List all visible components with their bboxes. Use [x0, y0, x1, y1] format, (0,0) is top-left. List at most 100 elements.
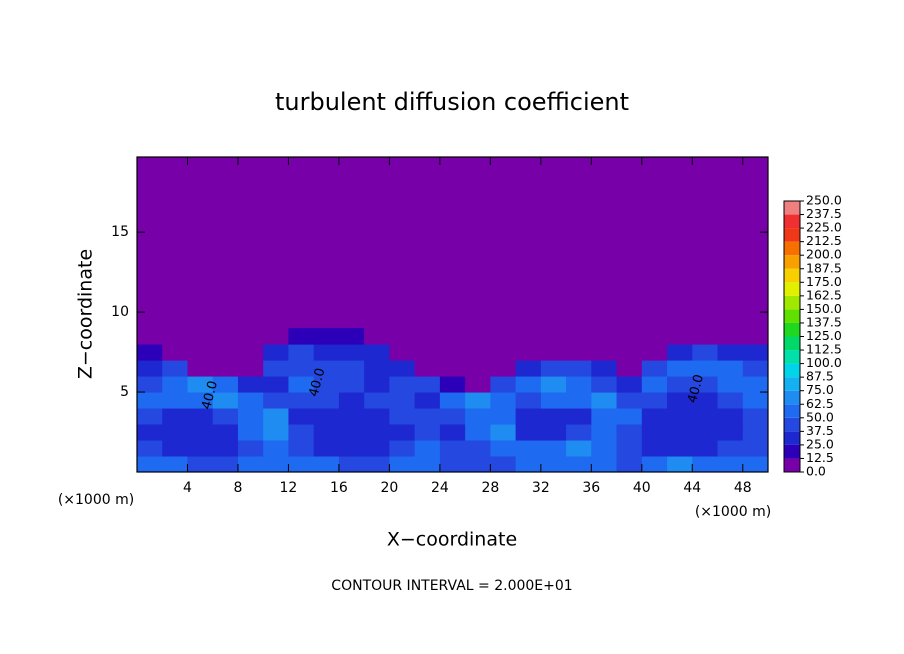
field-cell: [288, 392, 315, 409]
field-cell: [263, 424, 289, 441]
field-cell: [237, 376, 264, 393]
field-cell: [717, 408, 744, 425]
field-cell: [288, 344, 315, 361]
colorbar-label: 187.5: [806, 260, 842, 275]
field-cell: [616, 328, 643, 345]
field-cell: [439, 456, 466, 473]
colorbar-label: 100.0: [806, 355, 842, 370]
field-cell: [263, 408, 289, 425]
field-cell: [566, 360, 592, 377]
field-cell: [389, 456, 416, 473]
colorbar-swatch: [784, 458, 800, 472]
field-cell: [162, 360, 188, 377]
field-cell: [364, 440, 390, 457]
field-cell: [212, 328, 239, 345]
colorbar-label: 37.5: [806, 423, 834, 438]
field-cell: [313, 376, 340, 393]
colorbar-swatch: [784, 336, 800, 351]
field-cell: [237, 360, 264, 377]
field-cell: [263, 328, 289, 345]
field-cell: [187, 392, 214, 409]
field-cell: [515, 408, 542, 425]
colorbar-swatch: [784, 282, 800, 296]
field-cell: [667, 328, 693, 345]
colorbar-swatch: [784, 404, 800, 418]
field-cell: [742, 344, 769, 361]
field-cell: [439, 424, 466, 441]
colorbar-swatch: [784, 241, 800, 256]
field-cell: [717, 376, 744, 393]
field-cell: [338, 424, 365, 441]
plot-frame: [136, 156, 769, 473]
field-cell: [566, 440, 592, 457]
field-cell: [187, 424, 214, 441]
field-cell: [465, 344, 491, 361]
chart-title: turbulent diffusion coefficient: [275, 88, 629, 116]
field-cell: [162, 328, 188, 345]
field-cell: [465, 440, 491, 457]
field-cell: [237, 456, 264, 473]
field-cell: [591, 392, 618, 409]
x-tick-label: 28: [481, 480, 499, 496]
field-cell: [187, 376, 214, 393]
field-cell: [566, 408, 592, 425]
x-tick-label: 12: [280, 480, 298, 496]
field-cell: [162, 456, 188, 473]
field-cell: [237, 344, 264, 361]
field-cell: [288, 360, 315, 377]
field-cell: [490, 456, 517, 473]
field-cell: [389, 376, 416, 393]
field-cell: [591, 424, 618, 441]
field-cell: [187, 360, 214, 377]
field-cell: [338, 440, 365, 457]
field-cell: [439, 376, 466, 393]
field-cell: [263, 392, 289, 409]
field-cell: [490, 344, 517, 361]
colorbar-label: 137.5: [806, 314, 842, 329]
field-cell: [137, 344, 163, 361]
field-cell: [364, 360, 390, 377]
field-cell: [717, 440, 744, 457]
field-cell: [439, 328, 466, 345]
field-cell: [137, 440, 163, 457]
field-cell: [364, 456, 390, 473]
field-cell: [338, 344, 365, 361]
colorbar-label: 225.0: [806, 220, 842, 235]
field-cell: [389, 344, 416, 361]
field-cell: [566, 424, 592, 441]
field-cell: [137, 376, 163, 393]
field-cell: [137, 392, 163, 409]
field-cell: [465, 360, 491, 377]
colorbar-swatch: [784, 309, 800, 323]
field-cell: [313, 424, 340, 441]
field-cell: [288, 328, 315, 345]
field-cell: [692, 376, 719, 393]
field-cell: [490, 328, 517, 345]
field-cell: [237, 408, 264, 425]
field-cell: [717, 392, 744, 409]
field-cell: [490, 424, 517, 441]
colorbar-label: 150.0: [806, 301, 842, 316]
colorbar-swatch: [784, 228, 800, 242]
field-cell: [742, 408, 769, 425]
colorbar-label: 212.5: [806, 233, 842, 248]
field-cell: [641, 440, 668, 457]
y-tick-label: 10: [111, 304, 129, 320]
x-tick-label: 8: [233, 480, 242, 496]
x-tick-label: 4: [183, 480, 192, 496]
field-cell: [288, 424, 315, 441]
field-cell: [515, 360, 542, 377]
field-cell: [616, 344, 643, 361]
field-cell: [465, 328, 491, 345]
y-tick-label: 15: [111, 224, 129, 240]
colorbar-swatch: [784, 322, 800, 337]
x-tick-label: 48: [734, 480, 752, 496]
field-cell: [692, 408, 719, 425]
field-cell: [515, 376, 542, 393]
field-cell: [717, 344, 744, 361]
field-cell: [237, 328, 264, 345]
field-cell: [465, 376, 491, 393]
field-cell: [439, 408, 466, 425]
field-cell: [338, 376, 365, 393]
